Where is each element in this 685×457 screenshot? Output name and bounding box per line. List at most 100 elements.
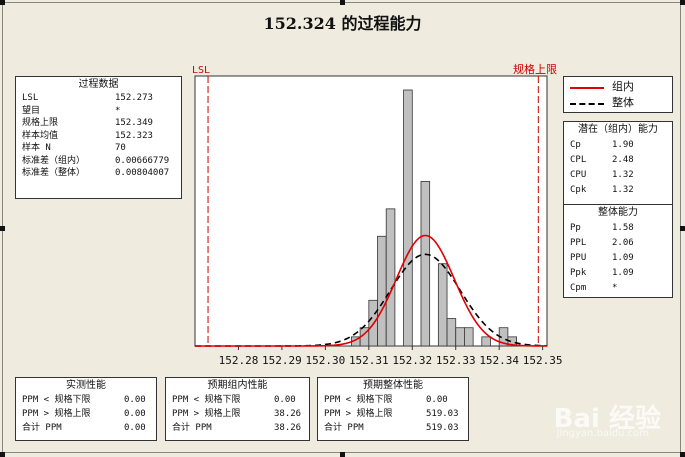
stat-label: 望目 [22,105,41,116]
stat-row: PPU 1.09 [564,251,672,266]
legend-box: 组内 整体 [563,76,673,113]
histogram-bar [455,327,465,347]
stat-label: 样本 N [22,143,51,153]
resize-handle-middle-right[interactable] [680,226,685,231]
stat-value: 1.58 [612,223,634,233]
stat-value: * [115,105,121,116]
stat-label: 标准差（组内） [22,155,86,166]
stat-row: Pp 1.58 [564,221,672,236]
legend-item-overall: 整体 [564,95,672,111]
watermark-logo: Bai 经验 [553,404,661,434]
process-data-header: 过程数据 [78,79,119,90]
stat-label: Cpk [570,185,587,195]
stat-label: 合计 PPM [22,423,62,433]
histogram-bar [377,235,387,347]
resize-handle-middle-left[interactable] [0,226,5,231]
stat-row: 标准差（组内） 0.00666779 [16,155,181,168]
stat-label: PPU [570,253,587,263]
stat-value: 0.00 [426,395,448,405]
histogram-bar [481,336,491,347]
stat-label: Ppk [570,268,587,278]
process-data-box: 过程数据 LSL 152.273 望目 * 规格上限 152.349 样本均值 152.323… [15,76,182,199]
exp-within-header: 预期组内性能 [207,380,268,391]
stat-row: Cpk 1.32 [564,183,672,198]
histogram-bar [437,263,448,347]
stat-row: PPM > 规格上限 0.00 [16,407,156,421]
stat-label: CPU [570,170,587,180]
resize-handle-bottom-right[interactable] [680,452,685,457]
watermark-url: jingyan.baidu.com [556,428,649,439]
stat-label: 标准差（整体） [22,168,86,178]
stat-label: Cp [570,140,581,150]
x-tick-label: 152.34 [479,354,519,367]
stat-row: LSL 152.273 [16,92,181,105]
x-tick-label: 152.32 [392,354,432,367]
stat-row: 望目 * [16,105,181,118]
stat-row: PPM < 规格下限 0.00 [166,393,309,407]
stat-row: PPM < 规格下限 0.00 [16,393,156,407]
stat-label: PPM < 规格下限 [22,395,91,405]
stat-value: 0.00 [274,395,296,405]
potential-header: 潜在（组内）能力 [578,124,658,135]
stat-value: 0.00804007 [115,168,170,178]
stat-value: 152.323 [115,130,153,141]
stat-label: 合计 PPM [172,423,212,433]
x-tick-label: 152.31 [349,354,389,367]
stat-row: PPL 2.06 [564,236,672,251]
resize-handle-top-right[interactable] [680,0,685,5]
legend-swatch-overall [570,103,604,105]
stat-label: PPM > 规格上限 [324,409,393,419]
resize-handle-bottom-left[interactable] [0,452,5,457]
stat-row: 标准差（整体） 0.00804007 [16,167,181,180]
legend-label-within: 组内 [612,80,634,93]
stat-row: PPM < 规格下限 0.00 [318,393,468,407]
x-tick-label: 152.30 [305,354,345,367]
stat-value: 519.03 [426,409,459,419]
stat-value: 1.09 [612,253,634,263]
stat-label: LSL [22,93,39,103]
stat-value: 1.90 [612,140,634,150]
stat-value: 0.00666779 [115,155,170,166]
stat-row: Cp 1.90 [564,138,672,153]
histogram-bar [507,336,517,347]
lsl-label: LSL [192,65,210,76]
stat-value: 2.06 [612,238,634,248]
stat-row: CPL 2.48 [564,153,672,168]
stat-value: * [612,283,618,293]
stat-label: PPM > 规格上限 [172,409,241,419]
stat-label: CPL [570,155,587,165]
stat-row: CPU 1.32 [564,168,672,183]
observed-performance-box: 实测性能 PPM < 规格下限 0.00 PPM > 规格上限 0.00 合计 PPM 0… [15,377,157,441]
histogram-bar [403,89,413,347]
stat-row: 合计 PPM 519.03 [318,421,468,435]
stat-row: PPM > 规格上限 38.26 [166,407,309,421]
resize-handle-bottom-center[interactable] [340,452,345,457]
stat-label: 合计 PPM [324,423,364,433]
stat-value: 38.26 [274,409,302,419]
stat-value: 1.32 [612,185,634,195]
usl-label: 规格上限 [513,62,557,76]
x-tick-label: 152.33 [436,354,476,367]
stat-row: Ppk 1.09 [564,266,672,281]
histogram-bar [464,327,474,347]
stat-row: 样本 N 70 [16,142,181,155]
resize-handle-top-center[interactable] [340,0,345,5]
stat-row: 合计 PPM 0.00 [16,421,156,435]
histogram-bar [446,318,457,347]
stat-value: 0.00 [124,409,146,419]
stat-label: 规格上限 [22,118,59,128]
overall-curve [195,253,548,347]
stat-value: 0.00 [124,423,146,433]
chart-title: 152.324 的过程能力 [263,14,422,33]
stat-row: 规格上限 152.349 [16,117,181,130]
legend-swatch-within [570,87,604,89]
stat-value: 152.273 [115,93,153,103]
stat-label: PPM < 规格下限 [324,395,393,405]
stat-label: PPM < 规格下限 [172,395,241,405]
resize-handle-top-left[interactable] [0,0,5,5]
x-tick-label: 152.35 [523,354,563,367]
expected-within-box: 预期组内性能 PPM < 规格下限 0.00 PPM > 规格上限 38.26 合计 P… [165,377,310,441]
capability-box: 潜在（组内）能力 Cp 1.90 CPL 2.48 CPU 1.32 Cpk 1.32 整体能… [563,121,673,298]
stat-row: 合计 PPM 38.26 [166,421,309,435]
histogram-bar [385,208,396,347]
